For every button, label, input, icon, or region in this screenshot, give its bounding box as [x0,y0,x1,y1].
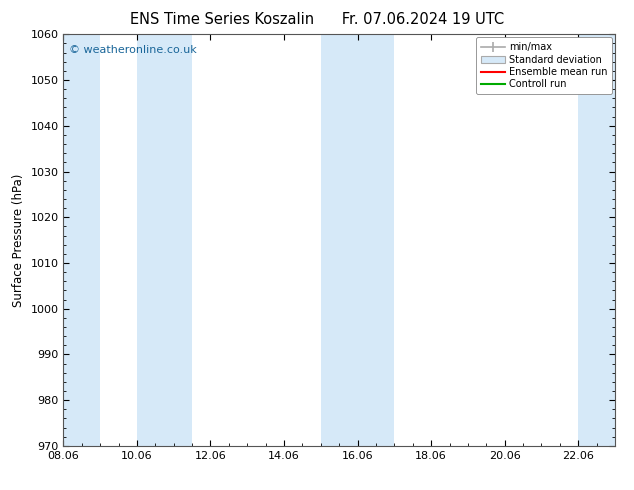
Bar [578,34,615,446]
Legend: min/max, Standard deviation, Ensemble mean run, Controll run: min/max, Standard deviation, Ensemble me… [476,37,612,94]
Y-axis label: Surface Pressure (hPa): Surface Pressure (hPa) [12,173,25,307]
Bar [137,34,192,446]
Bar [63,34,100,446]
Text: ENS Time Series Koszalin      Fr. 07.06.2024 19 UTC: ENS Time Series Koszalin Fr. 07.06.2024 … [130,12,504,27]
Text: © weatheronline.co.uk: © weatheronline.co.uk [69,45,197,54]
Bar [321,34,394,446]
